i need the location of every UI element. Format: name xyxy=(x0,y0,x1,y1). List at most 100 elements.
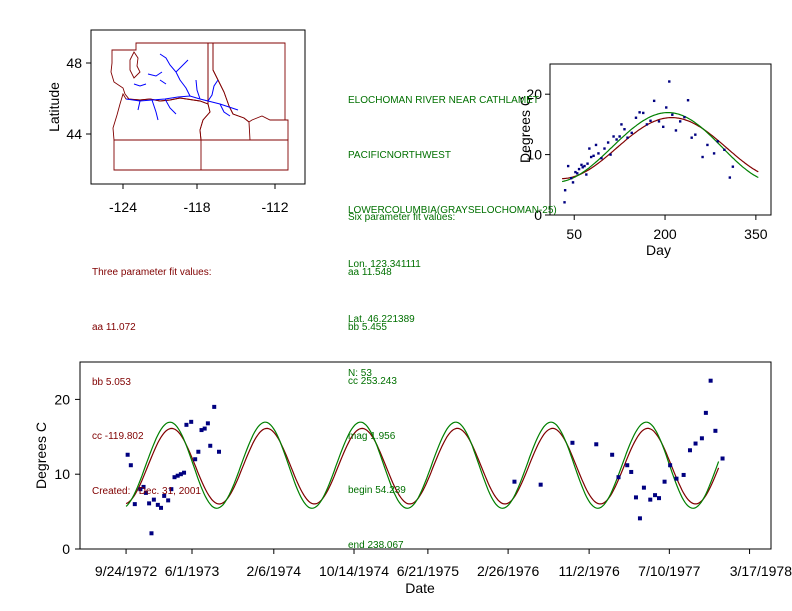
seasonal-data-point xyxy=(612,135,615,138)
timeseries-data-point xyxy=(189,419,194,424)
seasonal-xtick-label: 200 xyxy=(653,226,677,242)
seasonal-data-point xyxy=(662,125,665,129)
seasonal-data-point xyxy=(585,173,588,176)
seasonal-xtick-label: 350 xyxy=(744,226,768,242)
seasonal-data-point xyxy=(642,111,645,115)
seasonal-data-point xyxy=(638,111,641,114)
seasonal-data-point xyxy=(618,135,621,138)
timeseries-y-axis-label: Degrees C xyxy=(33,422,49,489)
seasonal-data-point xyxy=(716,140,719,143)
seasonal-data-point xyxy=(609,153,612,156)
seasonal-data-point xyxy=(645,123,649,126)
site-longitude: Lon. 123.341111 xyxy=(348,259,421,271)
seasonal-data-point xyxy=(665,106,668,109)
timeseries-data-point xyxy=(641,485,646,490)
timeseries-xtick-label: 6/1/1973 xyxy=(165,563,220,579)
timeseries-data-point xyxy=(212,404,217,409)
timeseries-data-point xyxy=(182,470,187,475)
seasonal-data-point xyxy=(712,152,716,155)
seasonal-data-point xyxy=(583,164,586,168)
six-param-block: Six parameter fit values: aa 11.548 bb 5… xyxy=(348,173,455,573)
timeseries-data-point xyxy=(720,456,725,461)
seasonal-data-point xyxy=(615,138,618,141)
timeseries-data-point xyxy=(132,502,137,507)
timeseries-data-point xyxy=(662,479,667,484)
timeseries-data-point xyxy=(629,469,634,474)
seasonal-data-point xyxy=(683,115,686,119)
seasonal-data-point xyxy=(600,157,603,160)
timeseries-xtick-label: 2/26/1976 xyxy=(477,563,539,579)
seasonal-data-point xyxy=(576,172,579,175)
seasonal-data-point xyxy=(603,147,606,150)
timeseries-data-point xyxy=(668,463,673,468)
map-x-ticks xyxy=(122,184,276,189)
timeseries-six-param-curve xyxy=(125,421,720,509)
timeseries-ytick-label: 20 xyxy=(54,391,70,407)
timeseries-data-points xyxy=(125,378,725,536)
three-param-cc: cc -119.802 xyxy=(92,431,144,443)
timeseries-data-point xyxy=(570,440,575,445)
map-ytick-48: 48 xyxy=(66,55,82,71)
timeseries-xtick-label: 2/6/1974 xyxy=(247,563,302,579)
seasonal-data-point xyxy=(728,176,732,179)
seasonal-data-point xyxy=(571,181,575,184)
seasonal-data-point xyxy=(623,128,626,131)
seasonal-ytick-label: 10 xyxy=(526,147,542,163)
timeseries-data-point xyxy=(610,452,615,457)
seasonal-three-param-curve xyxy=(562,117,759,180)
map-frame xyxy=(90,29,306,185)
timeseries-data-point xyxy=(202,426,207,431)
timeseries-data-point xyxy=(693,441,698,446)
seasonal-chart: 0 10 20 50 200 350 Day Degrees C xyxy=(517,63,772,258)
timeseries-data-point xyxy=(699,436,704,441)
timeseries-data-point xyxy=(637,516,642,521)
seasonal-data-point xyxy=(649,119,652,122)
timeseries-data-point xyxy=(172,475,177,480)
seasonal-data-point xyxy=(671,113,674,116)
timeseries-xtick-label: 11/2/1976 xyxy=(558,563,619,579)
seasonal-data-point xyxy=(652,99,656,103)
seasonal-data-points xyxy=(563,80,735,204)
seasonal-data-point xyxy=(594,143,598,147)
seasonal-six-param-curve xyxy=(562,112,759,183)
river-network xyxy=(125,53,239,121)
timeseries-data-point xyxy=(625,463,630,468)
map-panel: 44 48 -124 -118 -112 Latitude xyxy=(46,29,306,215)
seasonal-data-point xyxy=(588,147,591,150)
seasonal-data-point xyxy=(668,80,671,83)
timeseries-data-point xyxy=(159,505,164,510)
timeseries-data-point xyxy=(193,457,198,462)
timeseries-axes: 0 10 20 9/24/1972 6/1/1973 2/6/1974 10/14/1974… xyxy=(54,391,792,579)
six-param-heading: Six parameter fit values: xyxy=(348,212,456,224)
seasonal-data-point xyxy=(569,176,573,180)
timeseries-data-point xyxy=(205,421,210,426)
six-param-mag: mag 1.956 xyxy=(348,430,396,442)
seasonal-ytick-label: 20 xyxy=(526,86,542,102)
map-ytick-44: 44 xyxy=(66,126,82,142)
timeseries-data-point xyxy=(687,448,692,453)
seasonal-data-point xyxy=(577,167,581,171)
timeseries-xtick-label: 7/10/1977 xyxy=(638,563,700,579)
six-param-cc: cc 253.243 xyxy=(348,376,397,388)
seasonal-data-point xyxy=(686,99,690,102)
seasonal-x-axis-label: Day xyxy=(646,242,671,258)
seasonal-data-point xyxy=(589,155,593,159)
three-param-bb: bb 5.053 xyxy=(92,376,131,388)
timeseries-data-point xyxy=(151,497,156,502)
timeseries-data-point xyxy=(633,495,638,500)
timeseries-data-point xyxy=(162,493,167,498)
site-subregion: LOWERCOLUMBIA(GRAYSELOCHOMAN-25) xyxy=(348,204,557,216)
map-xtick-118: -118 xyxy=(184,199,211,215)
seasonal-data-point xyxy=(563,189,567,192)
three-param-block: Three parameter fit values: aa 11.072 bb… xyxy=(92,228,212,519)
timeseries-data-point xyxy=(594,442,599,447)
timeseries-data-point xyxy=(141,484,146,489)
timeseries-plot-frame xyxy=(79,361,772,550)
seasonal-data-point xyxy=(634,116,638,119)
created-date: Created: Dec. 31, 2001 xyxy=(92,485,201,497)
timeseries-data-point xyxy=(208,443,213,448)
seasonal-data-point xyxy=(706,143,709,147)
seasonal-data-point xyxy=(678,120,682,123)
timeseries-x-axis-label: Date xyxy=(405,580,435,596)
